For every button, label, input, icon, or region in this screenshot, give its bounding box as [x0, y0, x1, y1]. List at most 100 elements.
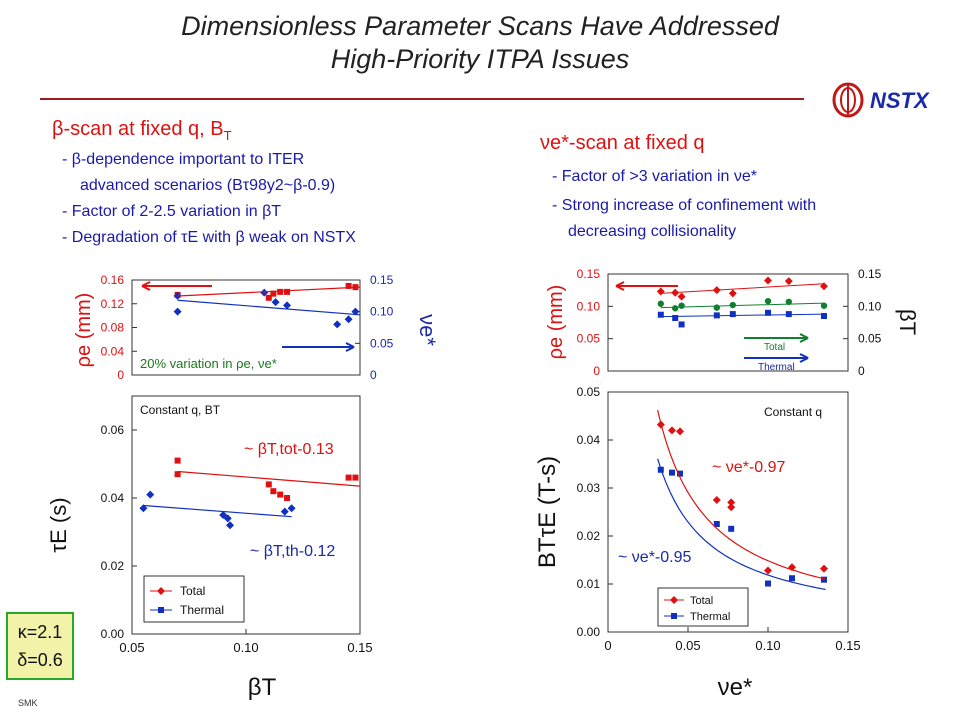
footer-initials: SMK	[18, 698, 38, 708]
data-point	[729, 311, 736, 318]
plot-title: Constant q	[764, 405, 822, 419]
data-point	[728, 289, 737, 298]
x-tick-label: 0.15	[835, 638, 860, 653]
legend-label: Thermal	[180, 603, 224, 617]
title-line-2: High-Priority ITPA Issues	[330, 44, 630, 74]
data-point	[713, 521, 720, 527]
data-point	[265, 294, 272, 301]
y-axis-label: ρe (mm)	[73, 293, 95, 368]
data-point	[265, 481, 272, 488]
data-point	[280, 507, 289, 516]
data-point	[345, 474, 352, 481]
y-tick-label: 0.05	[577, 332, 601, 346]
data-point	[283, 301, 292, 310]
data-point	[765, 580, 771, 587]
data-point	[784, 277, 793, 286]
fit-line-red	[177, 470, 361, 487]
title-line-1: Dimensionless Parameter Scans Have Addre…	[181, 11, 779, 41]
data-point	[727, 498, 736, 507]
data-point	[333, 320, 342, 329]
right-bullet-1: - Factor of >3 variation in νe*	[552, 168, 757, 185]
kappa-value: κ=2.1	[17, 622, 63, 642]
data-point	[260, 288, 269, 297]
fit-label-thermal: ~ βT,th-0.12	[250, 543, 335, 560]
data-point	[657, 300, 664, 307]
data-point	[174, 457, 181, 464]
data-point	[174, 471, 181, 478]
y2-tick-label: 0.10	[370, 305, 394, 319]
y-tick-label: 0.04	[101, 491, 125, 505]
y2-axis-label: βT	[895, 309, 920, 335]
fit-curve-thermal	[657, 458, 826, 591]
left-bullet-4: - Degradation of τE with β weak on NSTX	[62, 229, 356, 246]
data-point	[277, 491, 284, 498]
data-point	[672, 314, 679, 321]
data-point	[226, 521, 235, 530]
y-tick-label: 0.16	[101, 273, 125, 287]
arrow-right-blue	[744, 353, 809, 363]
y-tick-label: 0.05	[577, 385, 601, 399]
y-tick-label: 0.00	[577, 625, 601, 639]
y-tick-label: 0.15	[577, 267, 601, 281]
x-tick-label: 0.10	[755, 638, 780, 653]
data-point	[345, 282, 352, 289]
y2-tick-label: 0	[370, 368, 377, 382]
data-point	[287, 504, 296, 513]
y-axis-label: BTτE (T-s)	[534, 456, 561, 568]
data-point	[352, 474, 359, 481]
data-point	[676, 427, 684, 436]
fit-label-total: ~ βT,tot-0.13	[244, 441, 334, 458]
data-point	[765, 309, 771, 316]
data-point	[146, 490, 155, 499]
fit-curve-total	[657, 409, 826, 580]
delta-value: δ=0.6	[17, 650, 63, 670]
data-point	[727, 503, 736, 512]
y-tick-label: 0.04	[101, 344, 125, 358]
nstx-logo: NSTX	[828, 80, 960, 120]
legend-marker	[670, 596, 678, 604]
arrow-left-red	[615, 281, 678, 291]
fit-label-thermal: ~ νe*-0.95	[618, 549, 691, 566]
y2-tick-label: 0.15	[858, 267, 882, 281]
data-point	[712, 496, 721, 504]
data-point	[678, 321, 685, 328]
data-point	[668, 426, 676, 435]
plot-frame	[607, 273, 849, 372]
x-axis-label: βT	[248, 674, 277, 701]
arrow-label-thermal: Thermal	[758, 362, 795, 373]
y-tick-label: 0	[593, 364, 600, 378]
data-point	[764, 297, 772, 305]
y-tick-label: 0.00	[101, 627, 125, 641]
left-bullet-1: - β-dependence important to ITER	[62, 151, 305, 168]
y2-tick-label: 0.05	[370, 336, 394, 350]
legend-box	[657, 587, 749, 627]
logo-text: NSTX	[870, 88, 930, 113]
y-tick-label: 0.10	[577, 299, 601, 313]
data-point	[677, 292, 686, 301]
data-point	[713, 304, 720, 311]
plot-title: Constant q, BT	[140, 403, 221, 417]
legend-label: Total	[180, 584, 205, 598]
y2-tick-label: 0.05	[858, 332, 882, 346]
slide-title: Dimensionless Parameter Scans Have Addre…	[60, 10, 900, 76]
fit-line-blue	[660, 313, 825, 318]
data-point	[270, 488, 277, 495]
data-point	[785, 298, 792, 306]
right-bullet-2: - Strong increase of confinement with	[552, 197, 817, 214]
fit-line-blue	[143, 504, 292, 518]
data-point	[729, 301, 736, 309]
data-point	[785, 311, 792, 318]
data-point	[677, 470, 683, 477]
y-tick-label: 0	[117, 368, 124, 382]
fit-line-red	[660, 283, 825, 294]
data-point	[284, 495, 291, 501]
right-heading: νe*-scan at fixed q	[540, 132, 705, 154]
data-point	[789, 575, 795, 582]
data-point	[657, 311, 664, 318]
legend-marker	[157, 587, 165, 595]
data-point	[669, 469, 675, 476]
plot-frame	[131, 279, 361, 376]
kappa-delta-box: κ=2.1 δ=0.6	[6, 612, 74, 680]
x-tick-label: 0	[604, 638, 611, 653]
data-point	[284, 288, 291, 295]
